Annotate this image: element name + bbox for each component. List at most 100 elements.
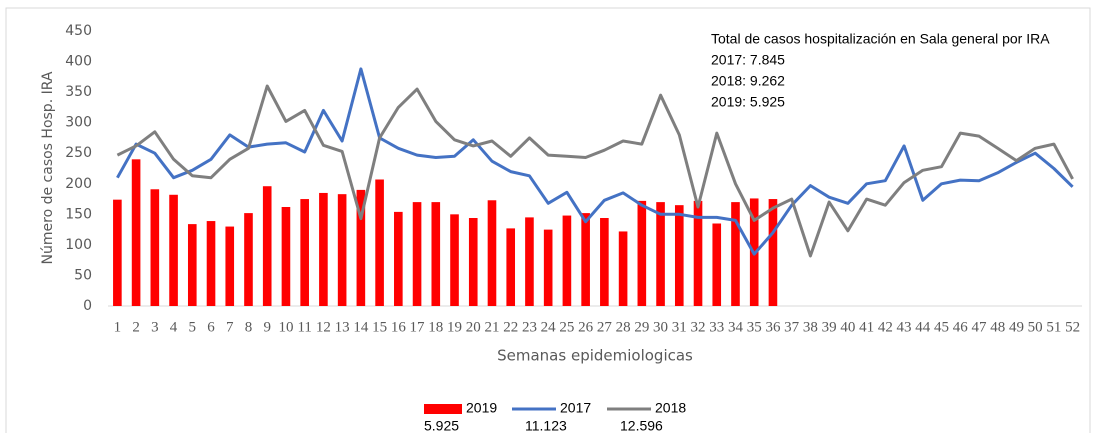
bar — [600, 218, 609, 306]
x-tick-label: 25 — [559, 319, 574, 335]
x-tick-label: 12 — [316, 319, 331, 335]
x-tick-label: 47 — [971, 319, 987, 335]
x-tick-label: 32 — [691, 319, 706, 335]
x-tick-label: 28 — [616, 319, 631, 335]
bar — [731, 202, 740, 306]
y-tick-label: 250 — [65, 145, 92, 161]
x-tick-label: 30 — [653, 319, 668, 335]
legend-total: 11.123 — [525, 418, 567, 433]
y-tick-label: 50 — [74, 267, 92, 283]
bar — [768, 199, 778, 306]
x-tick-label: 42 — [878, 319, 893, 335]
y-tick-label: 350 — [65, 84, 92, 100]
bar — [581, 213, 590, 306]
bar — [169, 194, 178, 306]
bar — [356, 189, 366, 306]
y-tick-label: 200 — [65, 176, 92, 192]
x-tick-label: 49 — [1009, 319, 1024, 335]
annotation: 2018: 9.262 — [711, 73, 785, 89]
x-tick-label: 15 — [372, 319, 387, 335]
x-tick-label: 7 — [226, 319, 234, 335]
x-tick-label: 16 — [391, 319, 407, 335]
x-tick-label: 34 — [728, 319, 744, 335]
x-tick-label: 38 — [803, 319, 818, 335]
y-tick-label: 100 — [65, 237, 92, 253]
y-tick-label: 0 — [83, 298, 92, 314]
bar — [150, 189, 160, 306]
x-tick-label: 29 — [634, 319, 649, 335]
annotation: 2017: 7.845 — [711, 52, 785, 68]
bar — [337, 194, 347, 306]
x-tick-label: 45 — [934, 319, 949, 335]
x-tick-label: 5 — [189, 319, 197, 335]
bar — [281, 207, 291, 306]
bar — [131, 159, 141, 306]
y-tick-label: 150 — [65, 206, 92, 222]
x-tick-label: 23 — [522, 319, 537, 335]
bar — [468, 218, 478, 306]
x-tick-label: 40 — [840, 319, 855, 335]
x-tick-label: 44 — [915, 319, 931, 335]
x-tick-label: 35 — [747, 319, 762, 335]
bar — [637, 200, 647, 306]
bar — [450, 214, 459, 306]
bar — [113, 199, 122, 306]
line-series — [116, 84, 1074, 258]
bar — [656, 202, 665, 306]
x-tick-label: 8 — [245, 319, 253, 335]
bar — [225, 226, 235, 306]
x-tick-label: 22 — [503, 319, 518, 335]
legend-label: 2018 — [655, 400, 686, 416]
bar — [674, 205, 684, 306]
x-tick-label: 50 — [1028, 319, 1043, 335]
x-tick-label: 1 — [114, 319, 122, 335]
bar — [262, 186, 272, 306]
x-tick-label: 19 — [447, 319, 462, 335]
bar — [618, 231, 628, 306]
x-tick-label: 39 — [822, 319, 837, 335]
legend-total: 12.596 — [620, 418, 663, 433]
x-tick-label: 24 — [541, 319, 557, 335]
x-tick-label: 37 — [784, 319, 800, 335]
bar — [506, 228, 516, 306]
x-tick-label: 41 — [859, 319, 874, 335]
bar — [525, 217, 534, 306]
x-tick-label: 26 — [578, 319, 594, 335]
x-tick-label: 17 — [410, 319, 426, 335]
x-tick-label: 31 — [672, 319, 687, 335]
bar — [412, 202, 422, 306]
x-tick-label: 36 — [765, 319, 781, 335]
y-tick-label: 450 — [65, 23, 92, 39]
bar — [206, 221, 216, 306]
x-tick-label: 6 — [207, 319, 215, 335]
annotation: 2019: 5.925 — [711, 94, 785, 110]
y-tick-label: 300 — [65, 115, 92, 131]
bar — [431, 202, 441, 306]
chart-border — [5, 7, 1091, 433]
bar — [487, 200, 497, 306]
legend-label: 2017 — [560, 400, 591, 416]
bar — [244, 213, 253, 306]
line-series — [116, 67, 1074, 256]
bar — [375, 179, 384, 306]
x-tick-label: 20 — [466, 319, 481, 335]
bar — [693, 200, 703, 306]
bar — [712, 223, 722, 306]
x-tick-label: 46 — [953, 319, 969, 335]
x-tick-label: 18 — [428, 319, 443, 335]
x-tick-label: 21 — [484, 319, 499, 335]
y-axis-label: Número de casos Hosp. IRA — [40, 71, 56, 264]
x-tick-label: 2 — [132, 319, 140, 335]
x-tick-label: 43 — [897, 319, 912, 335]
x-tick-label: 51 — [1046, 319, 1061, 335]
x-tick-label: 14 — [353, 319, 369, 335]
legend-swatch — [424, 404, 462, 414]
legend-total: 5.925 — [424, 418, 459, 433]
x-tick-label: 10 — [278, 319, 293, 335]
x-tick-label: 9 — [263, 319, 271, 335]
bar — [187, 224, 197, 306]
x-tick-label: 52 — [1065, 319, 1080, 335]
bar — [319, 192, 328, 306]
bar — [562, 215, 572, 306]
